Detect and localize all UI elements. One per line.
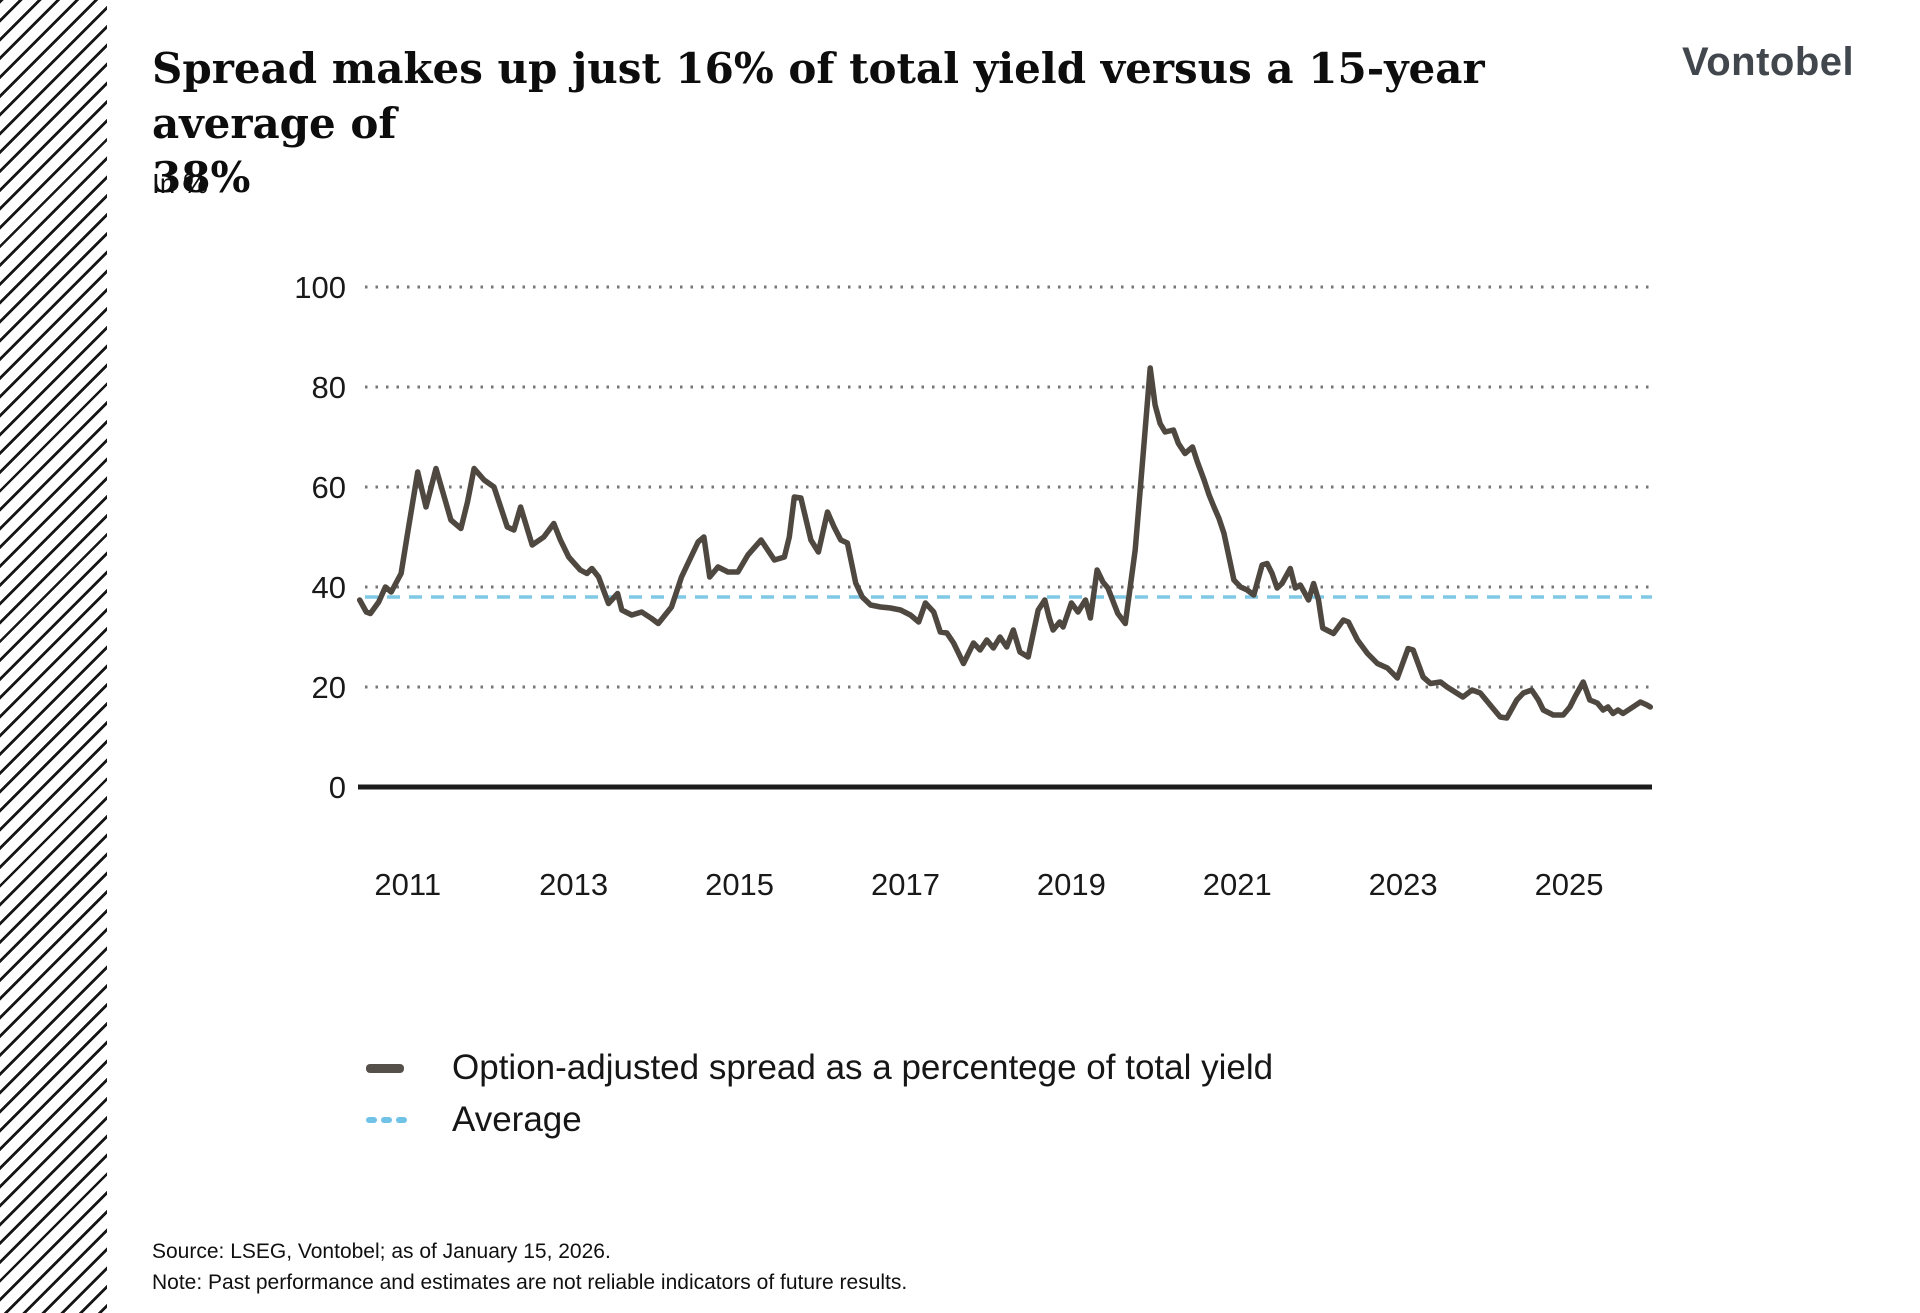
legend-label-spread: Option-adjusted spread as a percentege o… — [452, 1048, 1274, 1087]
spread-swatch-bar — [366, 1063, 404, 1073]
x-tick-label: 2019 — [1037, 867, 1106, 902]
title-line-1: Spread makes up just 16% of total yield … — [152, 44, 1485, 148]
spread-line — [356, 365, 1654, 721]
x-tick-label: 2017 — [871, 867, 940, 902]
y-tick-label: 80 — [312, 370, 346, 405]
diagonal-hatch-decoration — [0, 0, 107, 1313]
average-swatch-dash — [366, 1117, 377, 1123]
x-tick-label: 2023 — [1369, 867, 1438, 902]
y-tick-label: 60 — [312, 470, 346, 505]
y-tick-label: 40 — [312, 570, 346, 605]
x-tick-label: 2025 — [1535, 867, 1604, 902]
x-tick-label: 2021 — [1203, 867, 1272, 902]
chart-unit-label: In % — [152, 168, 209, 199]
source-line: Source: LSEG, Vontobel; as of January 15… — [152, 1240, 611, 1263]
x-tick-label: 2011 — [374, 867, 441, 902]
average-swatch-dash — [381, 1117, 392, 1123]
note-line: Note: Past performance and estimates are… — [152, 1271, 908, 1294]
vontobel-logo: Vontobel — [1682, 40, 1855, 84]
page-title: Spread makes up just 16% of total yield … — [152, 42, 1632, 206]
average-line-swatch — [366, 1117, 418, 1123]
legend-item-average: Average — [366, 1100, 1273, 1140]
title-line-2: 38% — [152, 153, 251, 203]
y-tick-label: 0 — [329, 770, 346, 805]
y-tick-label: 20 — [312, 670, 346, 705]
legend-label-average: Average — [452, 1100, 582, 1139]
x-tick-label: 2015 — [705, 867, 774, 902]
legend: Option-adjusted spread as a percentege o… — [366, 1048, 1273, 1140]
spread-line-swatch — [366, 1063, 418, 1073]
x-tick-label: 2013 — [539, 867, 608, 902]
footnotes: Source: LSEG, Vontobel; as of January 15… — [152, 1236, 907, 1298]
legend-item-spread: Option-adjusted spread as a percentege o… — [366, 1048, 1273, 1088]
average-swatch-dash — [396, 1117, 407, 1123]
y-tick-label: 100 — [294, 270, 346, 305]
